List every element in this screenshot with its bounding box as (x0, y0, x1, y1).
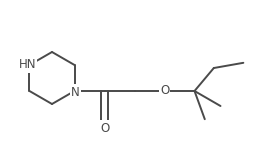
Text: N: N (71, 85, 80, 99)
Text: O: O (100, 122, 109, 135)
Text: HN: HN (19, 59, 36, 71)
Text: O: O (160, 84, 169, 97)
